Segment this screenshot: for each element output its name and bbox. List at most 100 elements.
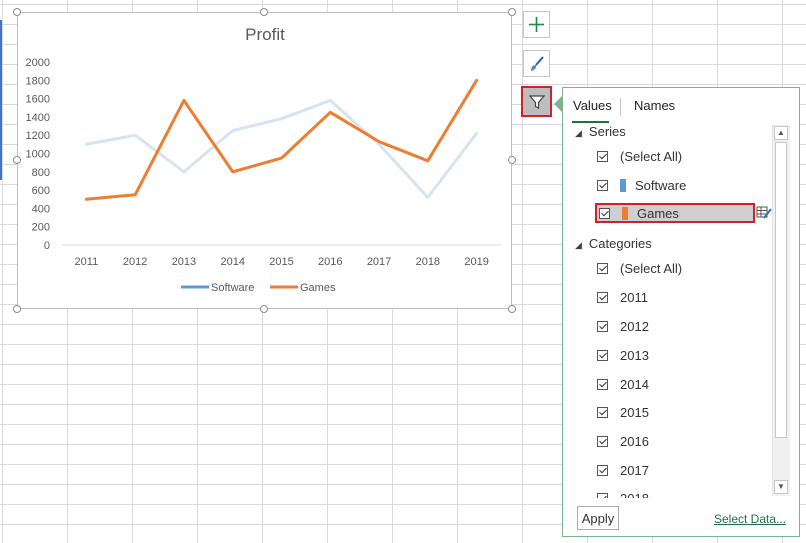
chart-elements-button[interactable] [523,11,550,38]
checkbox-icon[interactable] [597,150,608,162]
category-item[interactable]: 2011 [597,287,648,307]
resize-handle-middle-left[interactable] [13,156,21,164]
series-item-select-all[interactable]: (Select All) [597,146,682,166]
category-item-select-all[interactable]: (Select All) [597,258,682,278]
y-tick-label: 1000 [26,149,50,161]
resize-handle-bottom-middle[interactable] [260,305,268,313]
y-tick-label: 600 [32,185,50,197]
scroll-down-icon[interactable]: ▼ [774,480,788,494]
checkbox-icon[interactable] [597,435,608,447]
series-line-software [84,98,479,199]
resize-handle-bottom-left[interactable] [13,305,21,313]
apply-button[interactable]: Apply [577,506,619,530]
x-tick-label: 2014 [220,256,244,268]
y-tick-label: 2000 [26,57,50,69]
series-item-games[interactable]: Games [595,203,755,223]
x-tick-label: 2015 [269,256,293,268]
series-line-games [84,78,479,201]
y-tick-label: 1600 [26,94,50,106]
series-item-label: Games [637,205,679,221]
checkbox-icon[interactable] [597,291,608,303]
series-item-label: (Select All) [620,148,683,164]
category-item-label: 2011 [620,289,648,305]
y-tick-label: 0 [44,240,50,252]
line-chart[interactable]: Profit 2000 1800 1600 1400 1200 1000 800 600 400 2… [17,12,512,309]
series-color-swatch [620,178,626,192]
resize-handle-bottom-right[interactable] [508,305,516,313]
chart-filter-panel: Values Names ◢ Series (Select All) Softwa… [562,87,800,537]
category-item-label: 2013 [620,347,649,363]
categories-header-label: Categories [588,236,652,251]
tab-values[interactable]: Values [573,98,612,113]
x-tick-label: 2016 [318,256,342,268]
y-tick-label: 200 [32,222,50,234]
plus-icon [529,17,544,32]
series-color-swatch [622,206,628,220]
x-tick-label: 2011 [75,256,99,268]
y-tick-label: 1200 [26,130,50,142]
category-item[interactable]: 2017 [597,460,649,480]
active-tab-indicator [572,121,609,123]
y-tick-label: 1400 [26,112,50,124]
checkbox-icon[interactable] [599,207,610,219]
checkbox-icon[interactable] [597,378,608,390]
checkbox-icon[interactable] [597,492,608,498]
chart-filters-button[interactable] [521,86,552,117]
select-data-link[interactable]: Select Data... [714,512,787,526]
checkbox-icon[interactable] [597,406,608,418]
category-item[interactable]: 2016 [597,431,649,451]
category-item[interactable]: 2012 [597,316,649,336]
brush-icon [530,55,544,71]
edit-series-icon[interactable] [756,205,772,221]
resize-handle-top-left[interactable] [13,8,21,16]
category-item[interactable]: 2014 [597,374,649,394]
chart-styles-button[interactable] [523,50,550,77]
tab-divider [620,98,621,116]
resize-handle-middle-right[interactable] [508,156,516,164]
resize-handle-top-middle[interactable] [260,8,268,16]
category-item-label: 2017 [620,462,649,478]
checkbox-icon[interactable] [597,464,608,476]
scroll-up-icon[interactable]: ▲ [774,126,788,140]
category-item[interactable]: 2013 [597,345,649,365]
panel-pointer [554,96,562,112]
resize-handle-top-right[interactable] [508,8,516,16]
filter-list-scrollbar[interactable]: ▲ ▼ [772,125,790,496]
category-item-label: 2018 [620,490,649,499]
checkbox-icon[interactable] [597,320,608,332]
collapse-triangle-icon: ◢ [575,128,582,138]
category-item-label: 2015 [620,404,649,420]
scroll-thumb[interactable] [775,142,787,438]
x-tick-label: 2013 [172,256,196,268]
category-item-label: (Select All) [620,260,683,276]
series-header-label: Series [588,124,626,139]
series-item-label: Software [635,177,687,193]
legend-label: Games [300,282,336,294]
checkbox-icon[interactable] [597,179,608,191]
selection-edge [0,20,2,180]
y-tick-label: 800 [32,167,50,179]
category-item-label: 2014 [620,376,649,392]
tab-names[interactable]: Names [634,98,676,113]
series-section-header[interactable]: ◢ Series [575,124,626,139]
filter-list: ◢ Series (Select All) Software Games ◢ Cat… [563,122,773,498]
categories-section-header[interactable]: ◢ Categories [575,236,652,251]
category-item-label: 2016 [620,433,649,449]
funnel-icon [528,94,545,109]
x-tick-label: 2012 [123,256,147,268]
collapse-triangle-icon: ◢ [575,240,582,250]
category-item[interactable]: 2018 [597,488,649,498]
y-tick-label: 1800 [26,75,50,87]
legend-label: Software [211,282,254,294]
checkbox-icon[interactable] [597,349,608,361]
x-tick-label: 2018 [416,256,440,268]
x-tick-label: 2017 [367,256,391,268]
series-item-software[interactable]: Software [597,175,686,195]
chart-canvas: Profit2000180016001400120010008006004002… [26,25,501,294]
category-item-label: 2012 [620,318,649,334]
x-tick-label: 2019 [464,256,488,268]
category-item[interactable]: 2015 [597,402,649,422]
checkbox-icon[interactable] [597,262,608,274]
y-tick-label: 400 [32,203,50,215]
chart-title: Profit [245,25,285,44]
